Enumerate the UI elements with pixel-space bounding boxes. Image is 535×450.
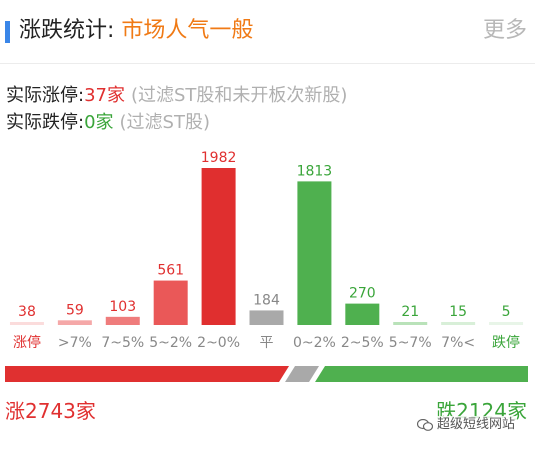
bar-value-label-10: 5 [502,304,511,320]
limit-up-note: (过滤ST股和未开板次新股) [130,85,348,106]
category-label-0: 涨停 [13,334,41,351]
category-label-1: >7% [58,335,92,351]
panel-title-label: 涨跌统计: [19,18,115,43]
limit-down-note: (过滤ST股) [119,112,210,133]
panel-title: 涨跌统计: 市场人气一般 [19,16,253,46]
bar-8 [393,322,428,325]
more-button[interactable]: 更多 [482,18,527,43]
bar-value-label-5: 184 [253,292,280,308]
title-accent-bar [5,21,10,43]
limit-up-row: 实际涨停:37家 (过滤ST股和未开板次新股) [6,84,347,108]
bar-2 [105,316,140,325]
up-count-summary: 涨2743家 [5,399,96,423]
bar-value-label-8: 21 [401,304,419,320]
limit-down-value: 0家 [84,112,114,133]
category-label-7: 2~5% [341,335,384,351]
category-label-5: 平 [260,335,274,351]
bar-9 [441,322,476,325]
limit-down-row: 实际跌停:0家 (过滤ST股) [6,111,210,135]
category-label-8: 5~7% [389,335,432,351]
bar-7 [345,303,380,325]
bar-value-label-9: 15 [449,304,467,320]
watermark-text: 超级短线网站 [436,417,515,432]
flat-ratio-bar [285,366,320,382]
limit-down-label: 实际跌停: [6,112,85,133]
category-label-10: 跌停 [492,334,520,351]
bar-4 [201,168,236,325]
limit-up-value: 37家 [84,85,125,106]
category-label-4: 2~0% [197,335,240,351]
limit-up-label: 实际涨停: [6,85,85,106]
category-label-3: 5~2% [149,335,192,351]
bar-value-label-1: 59 [66,302,84,318]
bar-value-label-7: 270 [349,286,376,302]
wechat-icon [416,419,433,431]
category-label-2: 7~5% [101,335,144,351]
bar-6 [297,181,332,325]
up-ratio-bar [5,366,290,382]
market-mood-label: 市场人气一般 [121,18,254,43]
bar-value-label-6: 1813 [297,163,333,179]
bar-value-label-3: 561 [157,263,184,279]
bar-1 [57,320,92,325]
panel-header: 涨跌统计: 市场人气一般 更多 [0,0,535,64]
distribution-bar-chart: 38 涨停 59 >7% 103 7~5% 561 5~2% 1982 2~0% 184 平 1813 0… [5,150,528,382]
watermark: 超级短线网站 [414,416,517,434]
bar-value-label-0: 38 [18,304,36,320]
category-label-6: 0~2% [293,335,336,351]
bar-value-label-2: 103 [109,299,136,315]
bar-10 [489,322,524,325]
bar-3 [153,280,188,325]
down-ratio-bar [315,366,528,382]
category-label-9: 7%< [441,335,475,351]
bar-5 [249,310,284,325]
bar-0 [9,321,44,325]
bar-value-label-4: 1982 [201,150,237,166]
